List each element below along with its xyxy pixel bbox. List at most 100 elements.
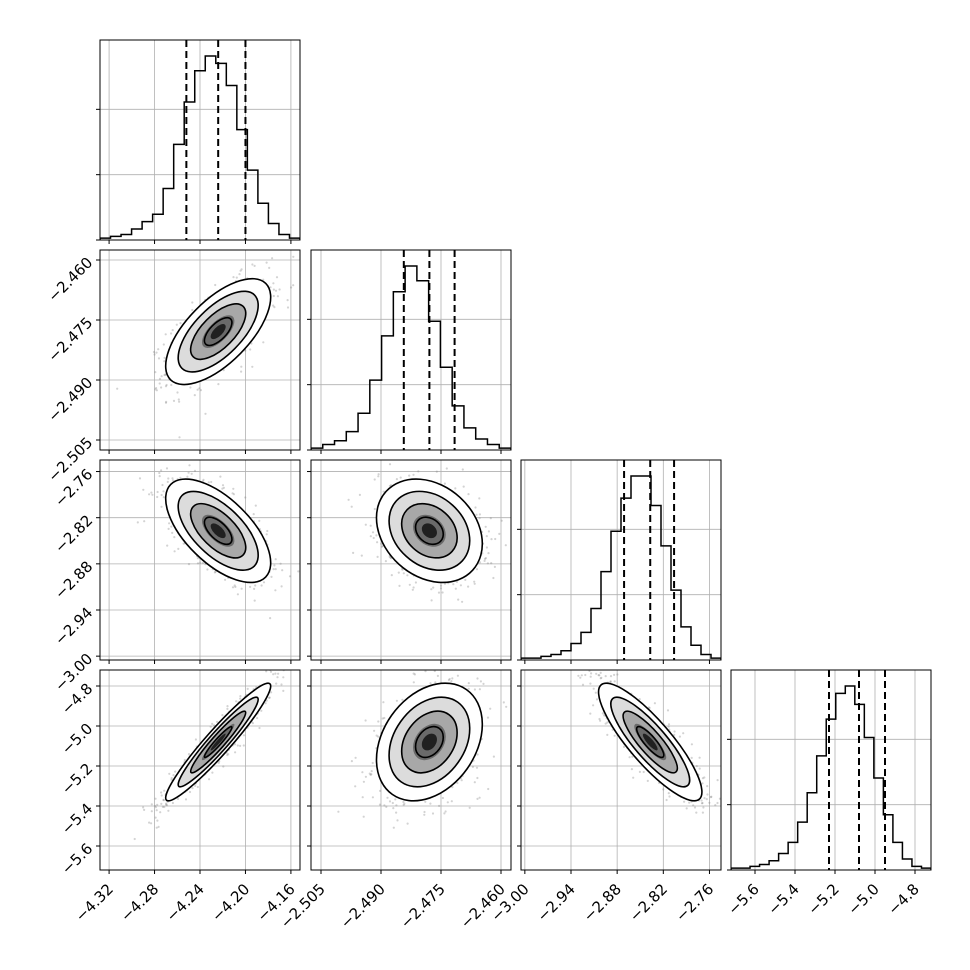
scatter-point [191,308,194,312]
scatter-point [487,787,490,791]
scatter-point [186,475,189,478]
scatter-point [242,734,246,737]
scatter-point [584,673,587,677]
scatter-point [439,587,443,590]
scatter-point [263,668,265,670]
scatter-point [265,261,268,264]
scatter-point [483,559,486,563]
scatter-point [235,276,238,279]
scatter-point [276,676,279,679]
scatter-point [199,561,202,564]
scatter-point [217,761,220,765]
scatter-point [606,733,609,737]
scatter-point [150,803,153,806]
scatter-point [700,802,704,805]
scatter-point [666,709,670,712]
scatter-point [384,560,387,563]
contour-line-2 [189,710,247,774]
scatter-point [222,486,225,489]
scatter-point [171,477,174,480]
scatter-point [154,371,157,374]
scatter-point [459,584,462,587]
scatter-point [390,574,393,577]
scatter-point [462,485,465,488]
panel-frame [310,669,512,871]
scatter-point [232,276,235,279]
scatter-point [599,719,602,722]
scatter-point [473,582,476,585]
scatter-point [232,493,235,496]
scatter-point [233,584,236,587]
scatter-point [448,677,451,681]
scatter-point [216,720,219,724]
scatter-point [700,799,703,802]
scatter-point [467,493,470,496]
scatter-point [478,513,481,516]
scatter-point [170,332,173,335]
scatter-point [165,467,169,470]
scatter-point [395,804,398,807]
contour-line-1 [177,490,259,571]
scatter-point [262,341,265,344]
density-level-4 [210,523,226,539]
scatter-point [142,488,145,491]
scatter-point [239,697,242,700]
scatter-point [475,513,478,516]
scatter-point [175,323,178,326]
scatter-point [451,786,454,789]
scatter-point [352,551,355,555]
scatter-point [478,517,481,520]
scatter-point [157,825,160,829]
histogram-step-3 [731,685,931,870]
scatter-point [350,505,353,508]
scatter-point [193,469,197,472]
scatter-point [240,268,243,271]
scatter-point [485,546,488,549]
scatter-point [268,696,271,699]
scatter-point [231,586,235,589]
scatter-point [430,588,433,591]
scatter-point [360,554,363,557]
scatter-point [378,803,382,806]
contour-line-2 [189,502,247,559]
scatter-point [364,719,367,722]
density-level-4 [210,733,226,751]
scatter-point [354,785,357,788]
scatter-point [484,557,487,560]
scatter-point [286,306,290,309]
scatter-point [226,705,229,708]
scatter-point [264,702,267,705]
scatter-point [234,585,237,589]
scatter-point [429,682,432,685]
scatter-point [429,802,432,805]
scatter-point [600,676,603,679]
scatter-point [379,789,382,793]
scatter-point [375,734,378,737]
scatter-point [163,805,166,809]
scatter-point [168,522,171,525]
scatter-point [211,722,214,726]
scatter-point [116,387,119,390]
scatter-point [277,672,280,675]
panel-frame [520,459,722,661]
scatter-point [236,593,239,596]
scatter-point [489,517,492,520]
scatter-point [170,778,173,781]
scatter-point [281,569,284,572]
scatter-point [266,529,269,533]
scatter-point [467,687,470,690]
scatter-point [380,545,383,548]
scatter-point [190,472,193,475]
scatter-point [167,527,170,531]
scatter-point [199,389,202,392]
scatter-point [163,360,166,363]
scatter-point [160,469,163,472]
scatter-point [156,819,159,822]
scatter-point [430,599,433,602]
scatter-point [221,484,225,487]
scatter-point [160,375,163,378]
scatter-point [490,562,493,565]
scatter-point [160,794,163,797]
scatter-point [473,688,476,691]
